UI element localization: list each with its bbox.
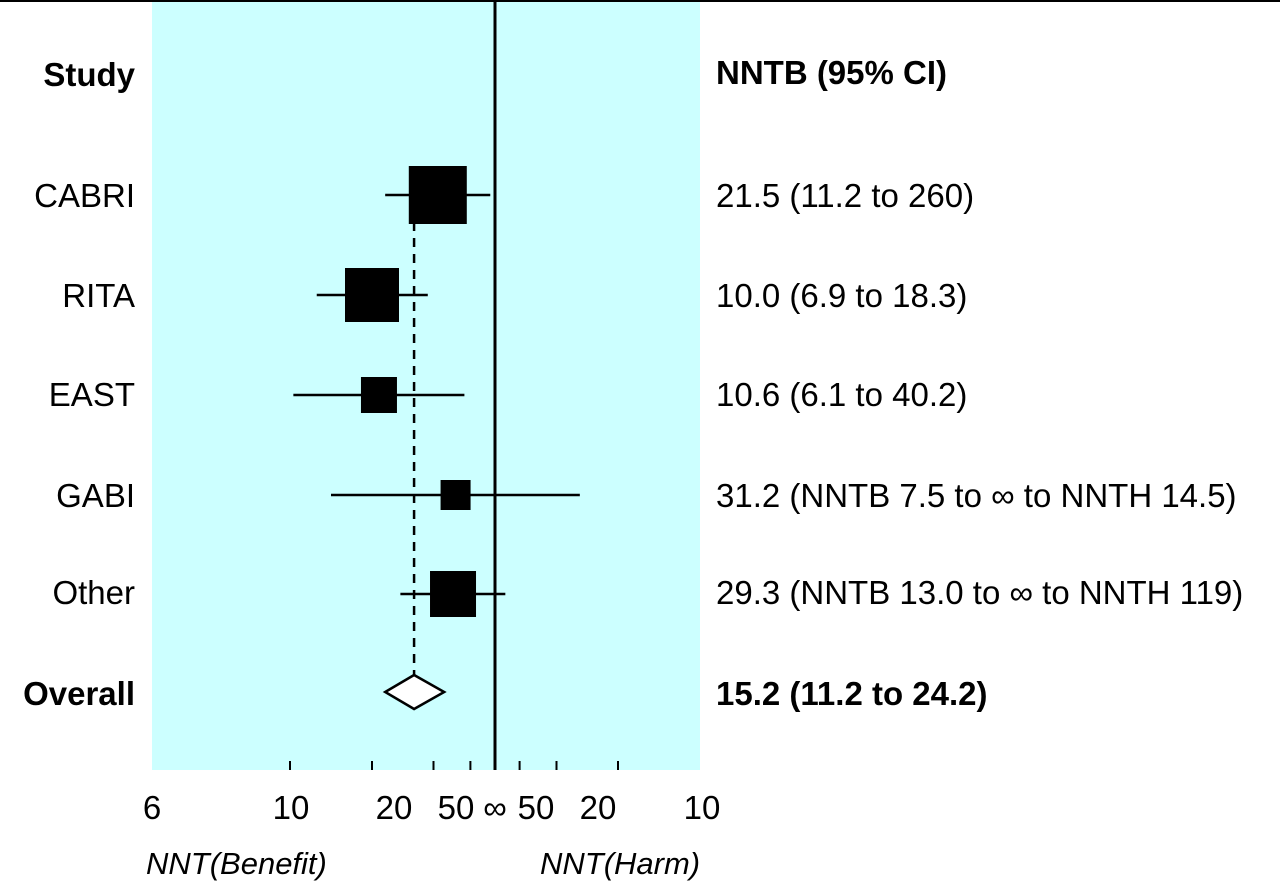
study-name-rita: RITA: [62, 277, 135, 314]
axis-ticks: [289, 761, 619, 770]
study-name-gabi: GABI: [56, 477, 135, 514]
point-estimate-gabi: [440, 480, 471, 510]
tick-label-50-benefit: 50: [438, 789, 475, 826]
estimate-east: 10.6 (6.1 to 40.2): [716, 376, 967, 413]
study-marks: [293, 166, 580, 711]
estimate-rita: 10.0 (6.9 to 18.3): [716, 277, 967, 314]
point-estimate-east: [360, 377, 397, 413]
study-column-header: Study: [43, 56, 135, 93]
plot-background: [152, 2, 700, 770]
overall-label: Overall: [23, 675, 135, 712]
point-estimate-rita: [345, 268, 399, 322]
study-name-cabri: CABRI: [34, 177, 135, 214]
tick-label-20-harm: 20: [580, 789, 617, 826]
estimate-other: 29.3 (NNTB 13.0 to ∞ to NNTH 119): [716, 574, 1243, 611]
estimate-column-header: NNTB (95% CI): [716, 54, 947, 91]
overall-diamond: [382, 673, 447, 711]
tick-label-6: 6: [143, 789, 161, 826]
study-name-other: Other: [52, 574, 135, 611]
study-name-east: EAST: [49, 376, 135, 413]
xlabel-harm: NNT(Harm): [540, 846, 700, 881]
estimate-gabi: 31.2 (NNTB 7.5 to ∞ to NNTH 14.5): [716, 477, 1237, 514]
point-estimate-cabri: [408, 166, 467, 224]
tick-label-10-harm: 10: [684, 789, 721, 826]
tick-label-infinity: ∞: [483, 789, 507, 826]
tick-label-20: 20: [376, 789, 413, 826]
tick-label-10: 10: [273, 789, 310, 826]
estimate-overall: 15.2 (11.2 to 24.2): [716, 675, 988, 712]
tick-label-50-harm: 50: [518, 789, 555, 826]
estimate-cabri: 21.5 (11.2 to 260): [716, 177, 974, 214]
point-estimate-other: [430, 571, 477, 617]
xlabel-benefit: NNT(Benefit): [146, 846, 327, 881]
